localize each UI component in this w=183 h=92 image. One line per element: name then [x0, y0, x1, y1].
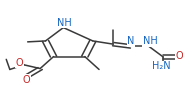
Text: N: N: [145, 36, 153, 46]
Text: NH: NH: [57, 18, 72, 28]
Text: H₂N: H₂N: [152, 61, 171, 71]
Text: N: N: [128, 36, 135, 46]
Text: NH: NH: [143, 36, 157, 46]
Text: O: O: [175, 51, 183, 61]
Text: O: O: [23, 75, 31, 85]
Text: O: O: [16, 58, 23, 68]
